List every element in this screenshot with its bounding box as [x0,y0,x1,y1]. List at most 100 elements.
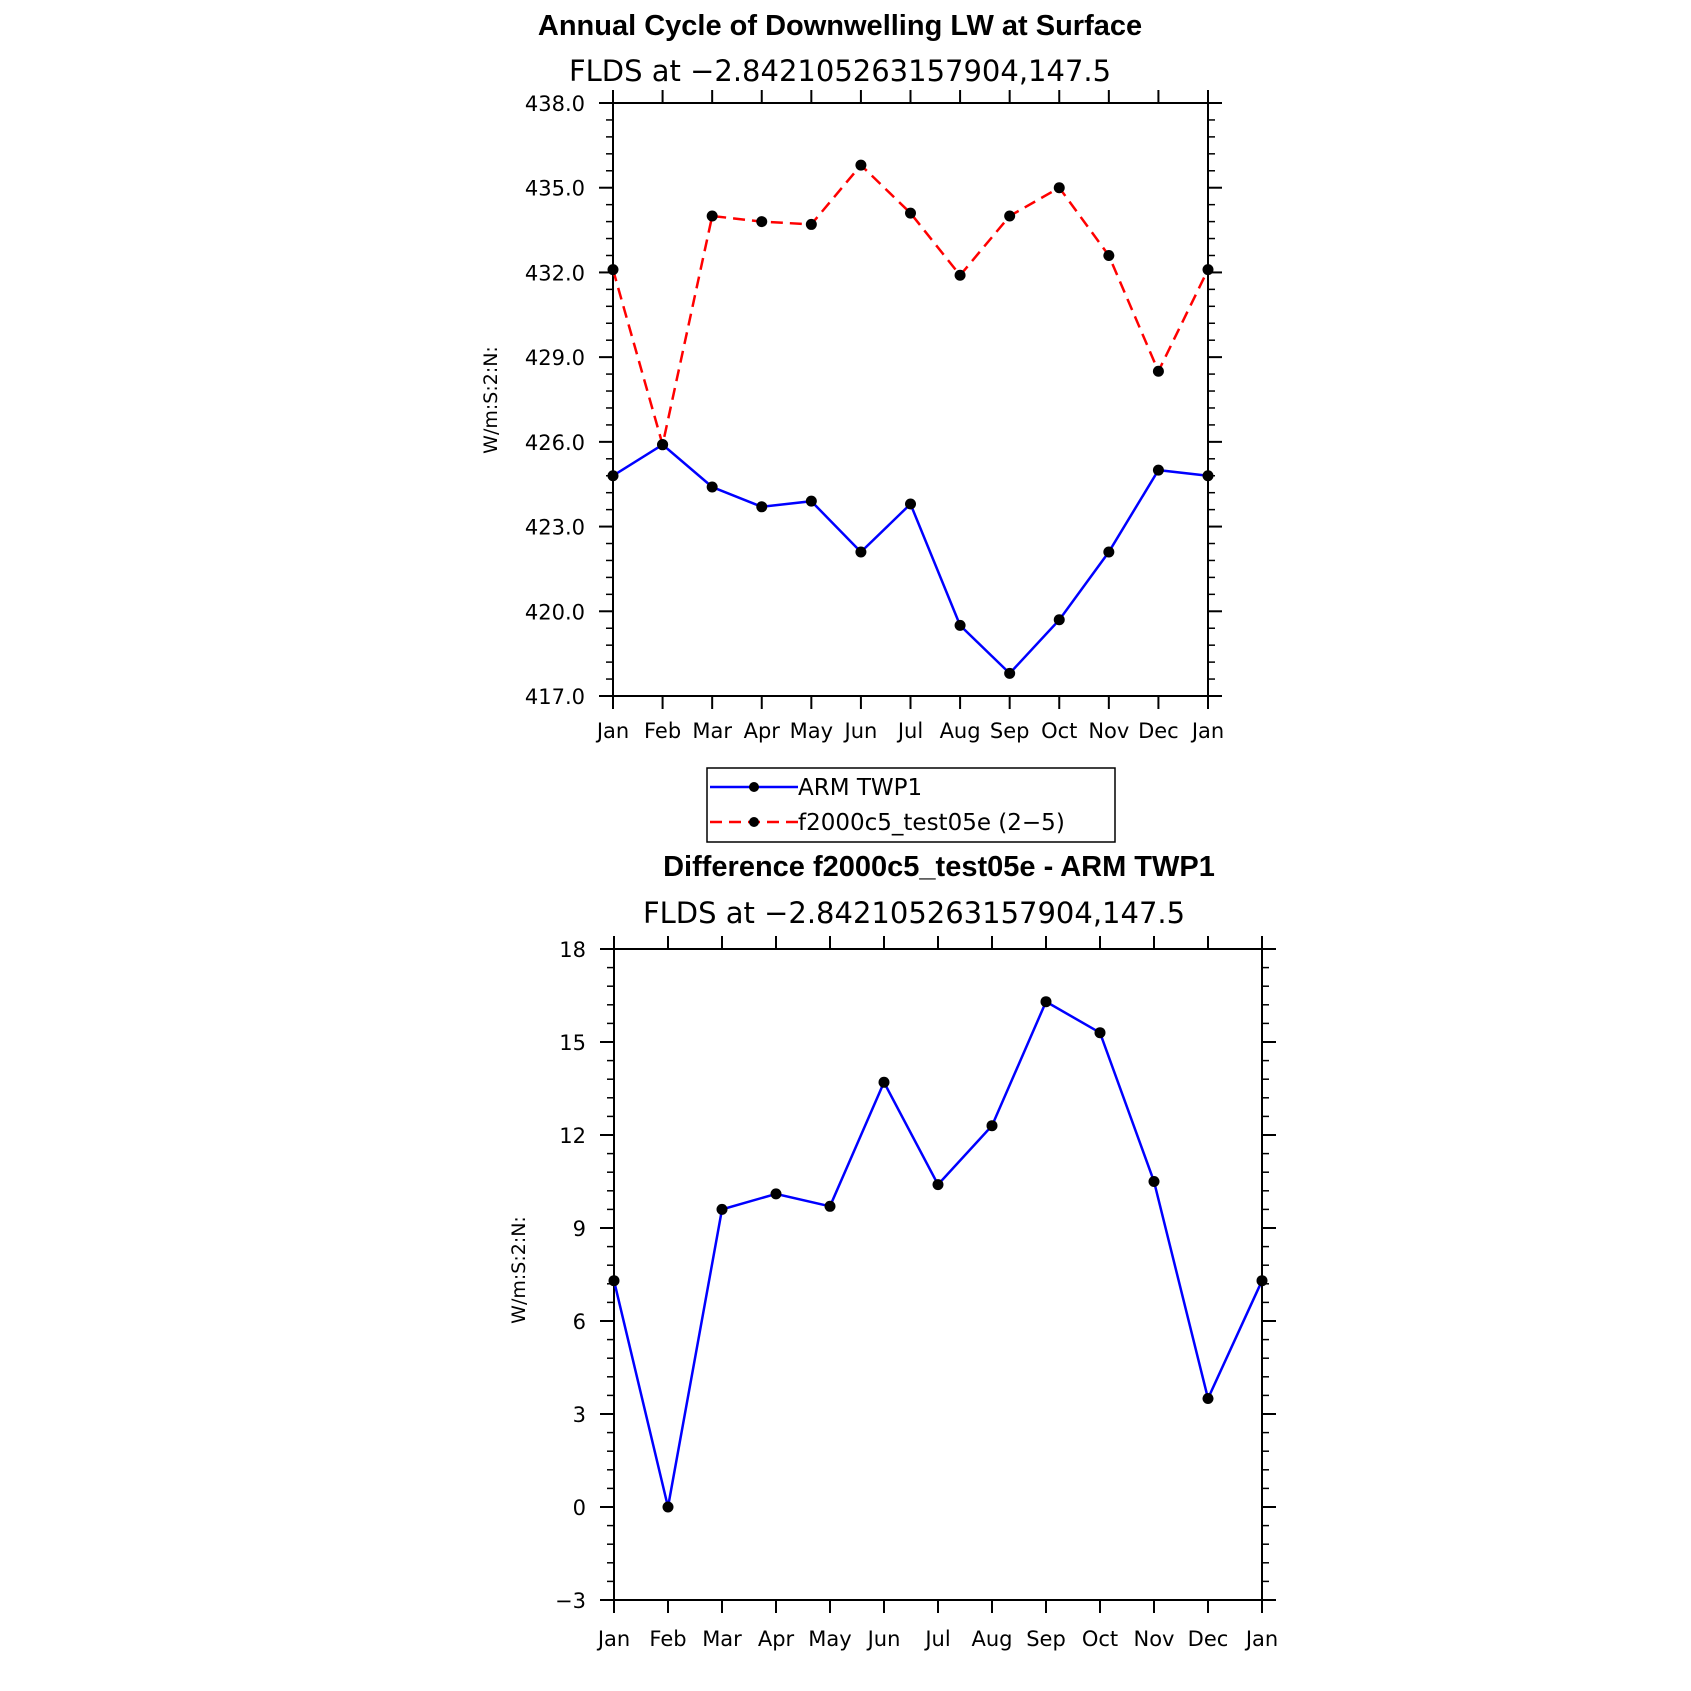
annual-cycle-panel: Annual Cycle of Downwelling LW at Surfac… [480,10,1224,743]
data-point [1202,470,1214,482]
data-point [1148,1176,1160,1187]
data-point [905,207,916,219]
data-point [706,210,718,222]
x-tick-label: Jan [1244,1627,1278,1651]
legend-box [706,767,1116,843]
data-point [1004,210,1016,222]
series-points [607,159,1214,679]
series-lines [612,999,1264,1508]
legend-marker-model [749,817,759,827]
data-point [1040,996,1052,1008]
x-tick-label: Apr [744,719,781,743]
data-point [716,1203,728,1215]
data-point [805,218,817,230]
y-tick-label: 417.0 [525,685,585,709]
y-tick-label: 423.0 [525,516,585,540]
difference-panel: Difference f2000c5_test05e - ARM TWP1 FL… [508,851,1278,1651]
series-line-0 [612,443,1209,676]
legend-label-model: f2000c5_test05e (2−5) [798,810,1065,836]
data-point [1202,1393,1214,1404]
x-tick-label: Mar [692,719,732,743]
data-point [805,495,817,507]
plot-frame [599,90,1222,709]
x-tick-label: Dec [1138,719,1179,743]
y-tick-label: 18 [559,938,586,962]
x-tick-label: May [790,719,833,743]
x-tick-label: Nov [1088,719,1129,743]
x-tick-label: Sep [1026,1627,1066,1651]
x-tick-label: Jan [596,1627,630,1651]
data-point [1004,667,1016,679]
y-tick-label: 426.0 [525,431,585,455]
x-tick-label: Feb [644,719,681,743]
y-tick-label: 420.0 [525,600,585,624]
data-point [855,546,867,558]
data-point [657,439,669,451]
x-tick-label: Jan [1190,719,1224,743]
x-tick-label: Dec [1188,1627,1229,1651]
data-point [855,159,867,171]
data-point [878,1076,890,1088]
data-point [706,481,718,493]
data-point [1152,365,1164,377]
chart-title: Annual Cycle of Downwelling LW at Surfac… [538,10,1142,42]
data-point [1256,1275,1268,1287]
y-axis-label: W/m:S:2:N: [508,1216,530,1324]
x-tick-label: Nov [1134,1627,1175,1651]
x-tick-label: Jun [843,719,878,743]
x-tick-label: Jan [595,719,629,743]
data-point [1053,182,1065,194]
plot-frame [600,936,1276,1613]
series-points [608,996,1268,1513]
y-tick-label: 3 [573,1403,586,1427]
series-lines [611,163,1210,676]
data-point [662,1501,674,1513]
data-point [1202,264,1214,276]
data-point [607,264,619,276]
data-point [607,470,619,482]
x-tick-label: Jul [923,1627,950,1651]
y-tick-label: 15 [559,1031,586,1055]
chart-title: Difference f2000c5_test05e - ARM TWP1 [663,851,1215,883]
data-point [756,501,768,513]
data-point [1053,614,1065,626]
series-line-1 [611,163,1210,446]
data-point [1094,1027,1106,1039]
data-point [608,1275,620,1287]
chart-subtitle: FLDS at −2.842105263157904,147.5 [643,896,1185,930]
x-tick-label: Jul [896,719,923,743]
data-point [824,1200,836,1212]
y-tick-label: 0 [573,1496,586,1520]
axis-tick-labels: 417.0 420.0 423.0 426.0 429.0 432.0 435.0 438.0… [525,92,1224,743]
axis-tick-labels: −3 0 3 6 9 12 15 18 Jan Feb Mar Apr May Jun Jul Aug Sep O… [555,938,1278,1651]
x-tick-label: Oct [1082,1627,1118,1651]
x-tick-label: Oct [1041,719,1077,743]
x-tick-label: Sep [990,719,1030,743]
x-tick-label: May [808,1627,851,1651]
y-tick-label: 12 [559,1124,586,1148]
y-tick-label: −3 [555,1589,586,1613]
legend: ARM TWP1 f2000c5_test05e (2−5) [706,767,1116,843]
y-tick-label: 435.0 [525,177,585,201]
plot-border [612,102,1209,697]
legend-label-arm: ARM TWP1 [798,775,922,801]
legend-marker-arm [749,782,759,792]
data-point [756,216,768,228]
x-tick-label: Aug [940,719,981,743]
y-tick-label: 432.0 [525,261,585,285]
data-point [1103,249,1115,261]
y-tick-label: 429.0 [525,346,585,370]
y-tick-label: 6 [573,1310,586,1334]
chart-subtitle: FLDS at −2.842105263157904,147.5 [569,54,1111,88]
series-line-0 [612,999,1264,1508]
data-point [986,1120,998,1132]
data-point [770,1188,782,1200]
x-tick-label: Apr [758,1627,795,1651]
data-point [932,1179,944,1191]
y-tick-label: 9 [573,1217,586,1241]
x-tick-label: Aug [971,1627,1012,1651]
x-tick-label: Jun [866,1627,901,1651]
x-tick-label: Mar [702,1627,742,1651]
y-tick-label: 438.0 [525,92,585,116]
